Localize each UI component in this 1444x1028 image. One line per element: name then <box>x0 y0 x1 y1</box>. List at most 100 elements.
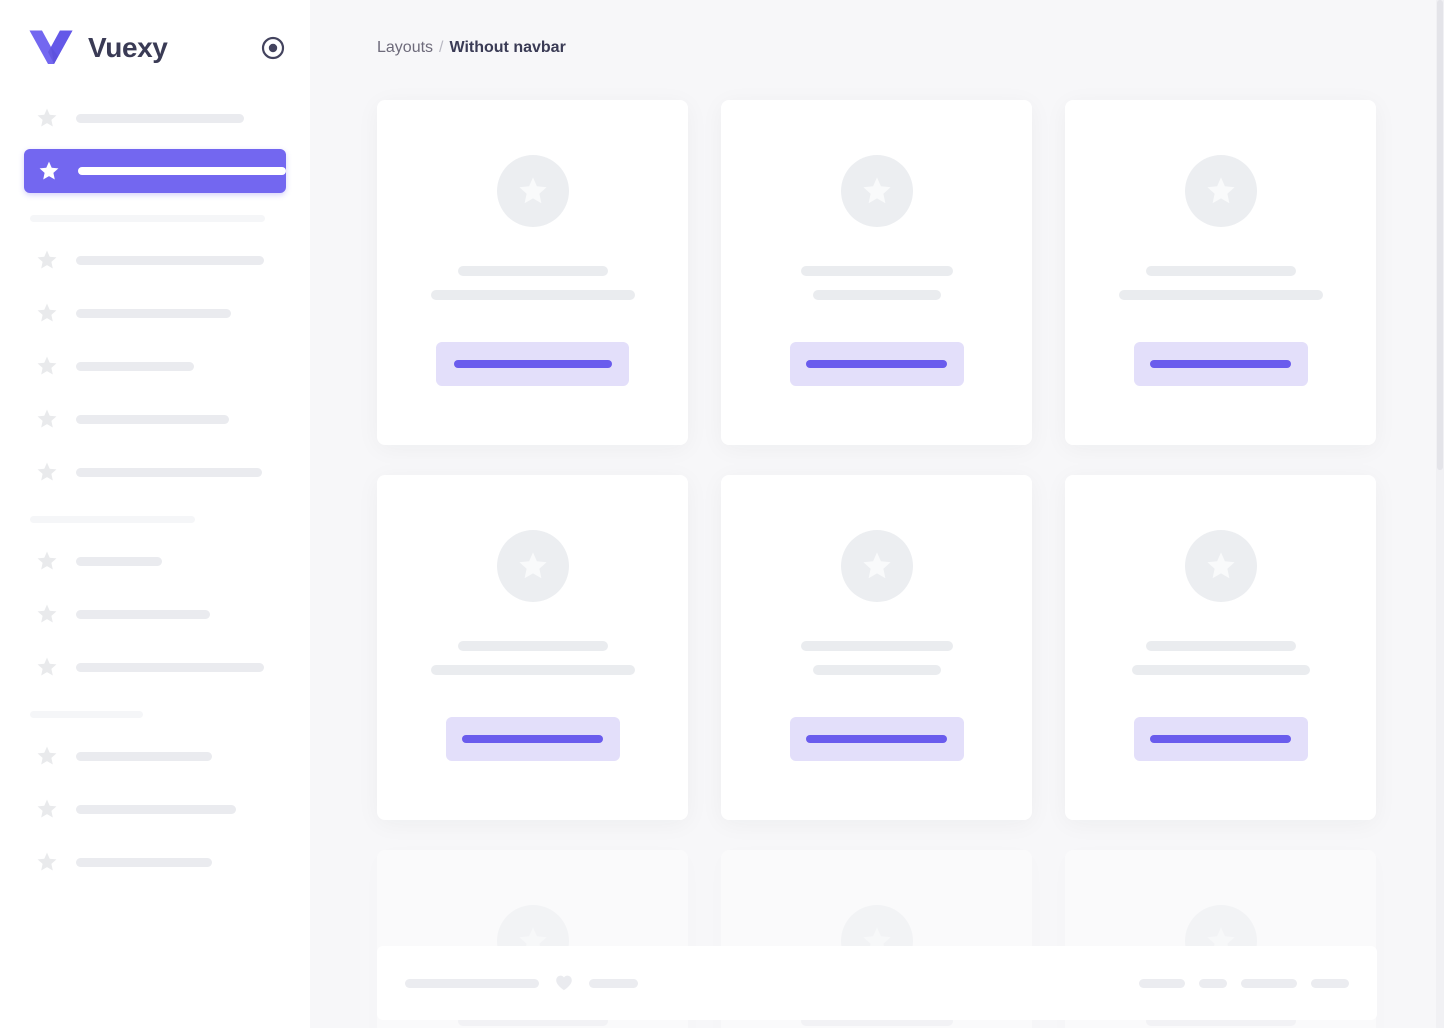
card-action-button[interactable] <box>789 342 964 386</box>
sidebar-section-3-item-2[interactable] <box>24 787 286 831</box>
footer-right-group <box>1139 978 1349 988</box>
nav-item-label-skeleton <box>76 556 162 566</box>
avatar <box>1184 530 1257 602</box>
footer-skeleton-bar <box>1139 978 1185 988</box>
star-icon <box>39 161 59 180</box>
nav-item-label-skeleton <box>76 662 264 672</box>
card-action-button[interactable] <box>436 342 629 386</box>
card-line <box>800 641 953 651</box>
avatar <box>840 155 913 227</box>
star-icon <box>37 799 57 818</box>
sidebar-section-1-item-1[interactable] <box>24 238 286 282</box>
sidebar-section-1-item-5[interactable] <box>24 450 286 494</box>
sidebar: Vuexy <box>0 0 310 1028</box>
card-line <box>1145 1016 1296 1026</box>
star-icon <box>37 409 57 428</box>
star-icon <box>37 356 57 375</box>
sidebar-section-1-item-3[interactable] <box>24 344 286 388</box>
breadcrumb: Layouts / Without navbar <box>310 0 1444 96</box>
card[interactable] <box>1065 100 1376 445</box>
footer-skeleton-bar <box>405 978 539 988</box>
scrollbar-thumb[interactable] <box>1437 0 1443 470</box>
sidebar-nav <box>0 96 310 884</box>
sidebar-section-1-item-2[interactable] <box>24 291 286 335</box>
nav-item-label-skeleton <box>78 167 286 175</box>
card-action-button[interactable] <box>445 717 620 761</box>
sidebar-section-2-item-3[interactable] <box>24 645 286 689</box>
sidebar-section-header-skeleton <box>30 711 143 718</box>
footer-skeleton-bar <box>1241 978 1297 988</box>
card[interactable] <box>721 100 1032 445</box>
card-text-skeleton <box>1065 641 1376 675</box>
nav-item-label-skeleton <box>76 609 210 619</box>
card[interactable] <box>721 475 1032 820</box>
sidebar-item-2[interactable] <box>24 149 286 193</box>
star-icon <box>1206 552 1235 579</box>
avatar <box>496 155 569 227</box>
avatar <box>496 530 569 602</box>
card-button-label-skeleton <box>462 735 603 743</box>
sidebar-section-2 <box>24 516 286 689</box>
card[interactable] <box>1065 475 1376 820</box>
card-line <box>457 641 608 651</box>
card-line <box>1131 665 1310 675</box>
sidebar-section-3-item-3[interactable] <box>24 840 286 884</box>
star-icon <box>37 551 57 570</box>
sidebar-section-3-item-1[interactable] <box>24 734 286 778</box>
card-grid <box>377 100 1377 1028</box>
footer-bar <box>377 946 1377 1020</box>
vertical-scrollbar[interactable] <box>1436 0 1444 1028</box>
avatar <box>840 530 913 602</box>
nav-item-label-skeleton <box>76 857 212 867</box>
star-icon <box>37 250 57 269</box>
nav-item-label-skeleton <box>76 467 262 477</box>
breadcrumb-separator: / <box>439 39 444 56</box>
sidebar-section-2-item-2[interactable] <box>24 592 286 636</box>
footer-skeleton-bar <box>1199 978 1227 988</box>
card-line <box>1145 641 1296 651</box>
brand-name: Vuexy <box>88 32 168 63</box>
footer-left-group <box>405 974 638 992</box>
nav-item-label-skeleton <box>76 255 264 265</box>
card[interactable] <box>377 475 688 820</box>
card-line <box>430 290 635 300</box>
card-action-button[interactable] <box>789 717 964 761</box>
card-text-skeleton <box>721 266 1032 300</box>
star-icon <box>37 108 57 127</box>
card-text-skeleton <box>1065 266 1376 300</box>
star-icon <box>37 604 57 623</box>
card-line <box>812 290 941 300</box>
footer-skeleton-bar <box>1311 978 1349 988</box>
sidebar-section-1-item-4[interactable] <box>24 397 286 441</box>
card-text-skeleton <box>377 1016 688 1028</box>
sidebar-section-1 <box>24 215 286 494</box>
star-icon <box>1206 177 1235 204</box>
star-icon <box>862 177 891 204</box>
sidebar-item-1[interactable] <box>24 96 286 140</box>
star-icon <box>37 657 57 676</box>
star-icon <box>37 852 57 871</box>
footer-skeleton-bar <box>589 978 638 988</box>
star-icon <box>862 552 891 579</box>
card-line <box>800 1016 953 1026</box>
avatar <box>1184 155 1257 227</box>
card-text-skeleton <box>377 266 688 300</box>
breadcrumb-parent[interactable]: Layouts <box>377 39 434 56</box>
card-text-skeleton <box>377 641 688 675</box>
brand[interactable]: Vuexy <box>28 28 260 68</box>
sidebar-section-2-item-1[interactable] <box>24 539 286 583</box>
card-action-button[interactable] <box>1133 342 1308 386</box>
star-icon <box>518 177 547 204</box>
card-button-label-skeleton <box>1150 735 1291 743</box>
card-line <box>457 1016 608 1026</box>
radio-circle-icon[interactable] <box>260 35 286 61</box>
star-icon <box>37 462 57 481</box>
card[interactable] <box>377 100 688 445</box>
card-text-skeleton <box>1065 1016 1376 1028</box>
card-action-button[interactable] <box>1133 717 1308 761</box>
card-line <box>1118 290 1323 300</box>
card-line <box>1145 266 1296 276</box>
radio-circle-glyph <box>261 36 285 60</box>
card-line <box>457 266 608 276</box>
sidebar-section-3 <box>24 711 286 884</box>
